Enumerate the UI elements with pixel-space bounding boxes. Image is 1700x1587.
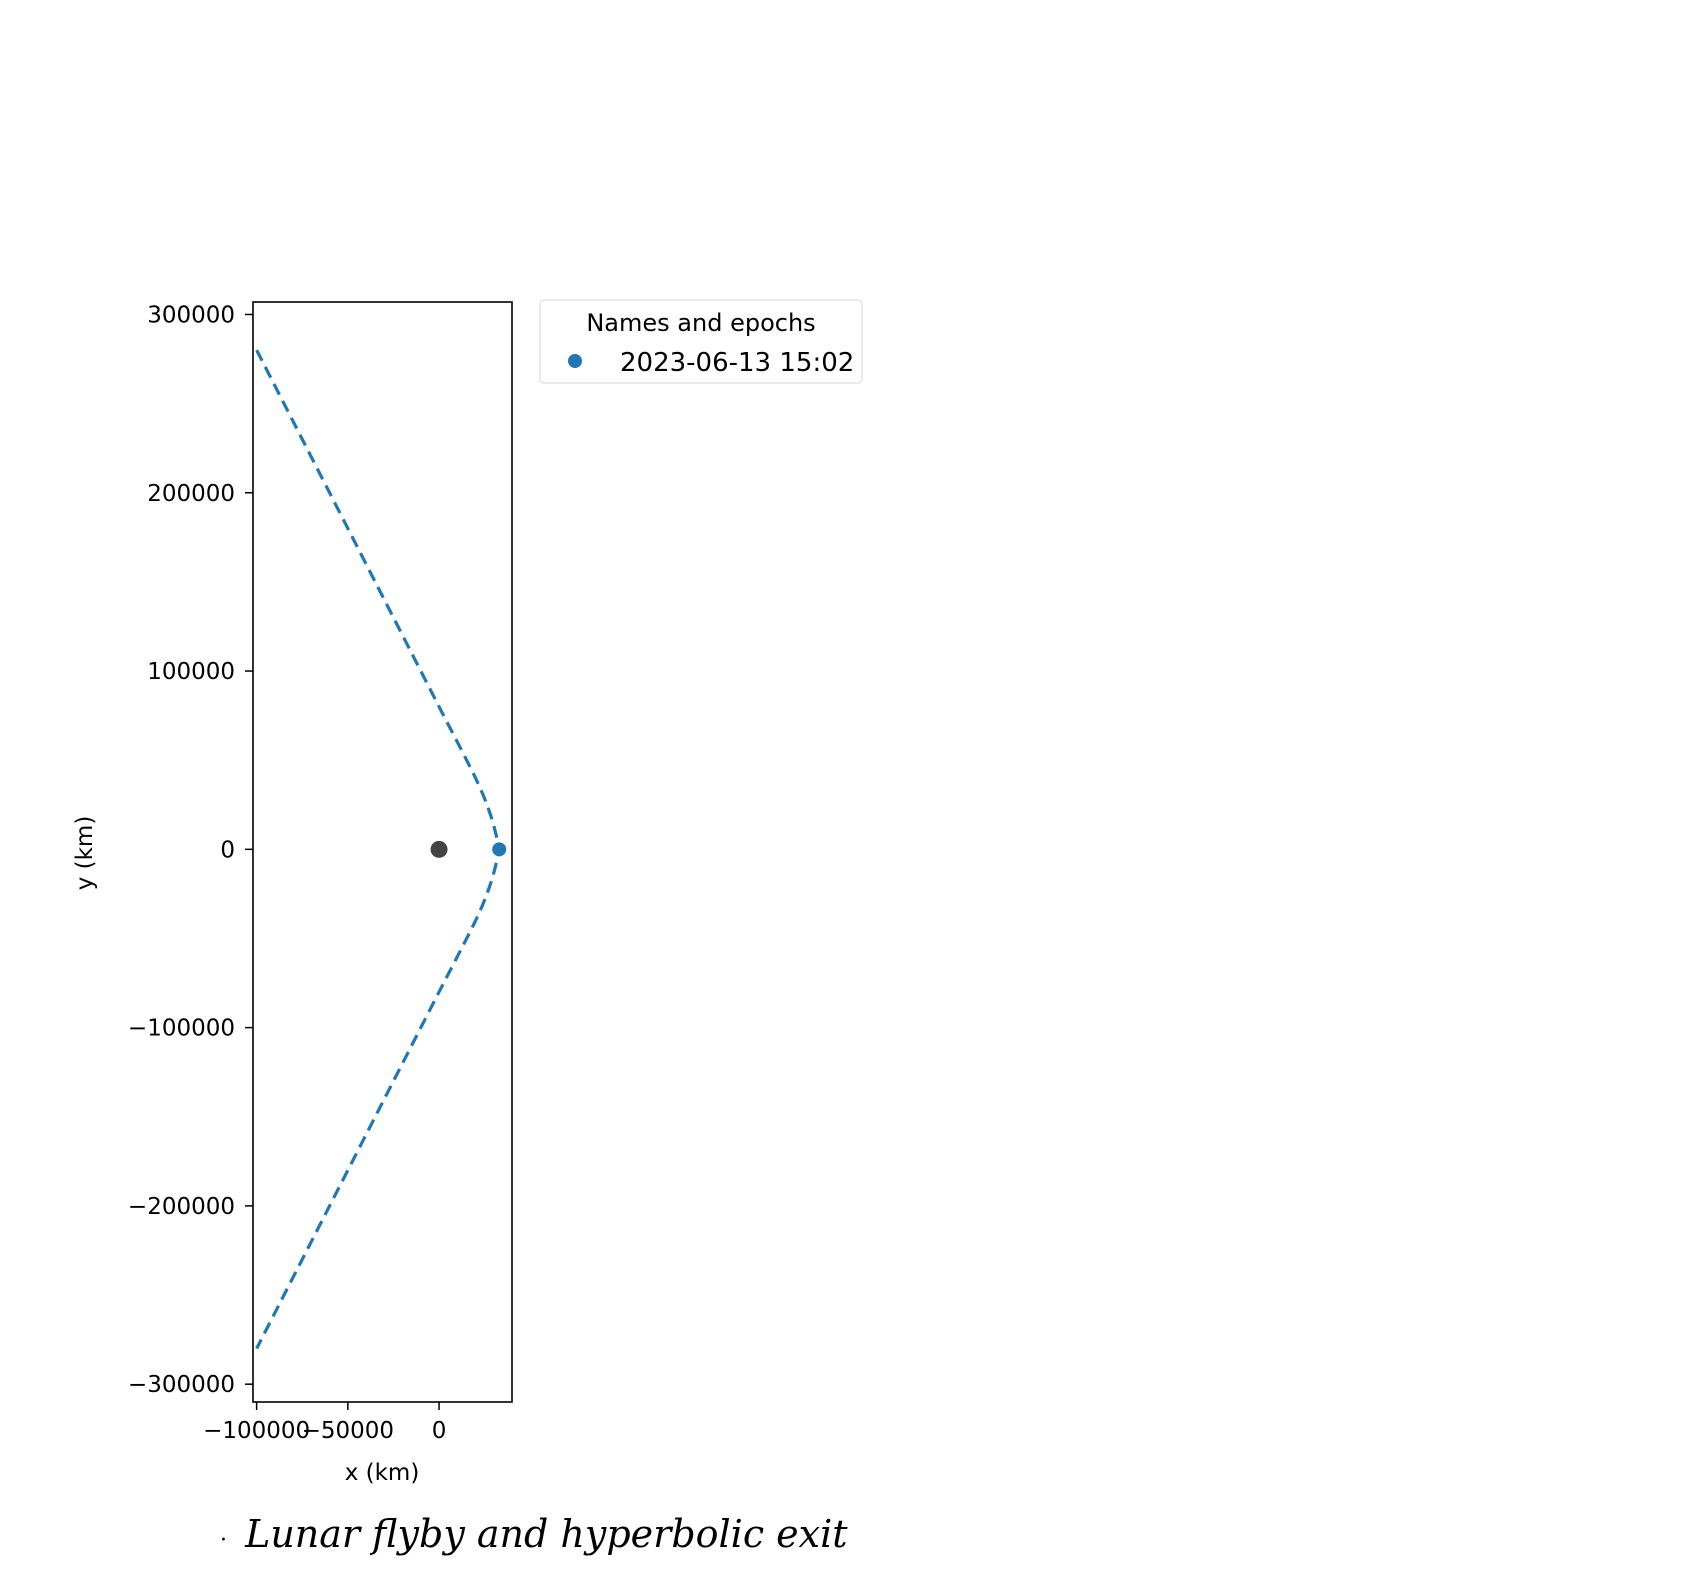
legend-marker [568,354,582,368]
x-tick-label: −50000 [302,1418,394,1444]
spacecraft-position-marker [492,842,507,857]
axes-frame [252,301,513,1403]
plot-area [252,301,513,1403]
legend-title: Names and epochs [586,309,815,337]
y-tick-label: 200000 [147,481,235,507]
figure-caption: · Lunar flyby and hyperbolic exit [220,1512,848,1556]
y-axis-label: y (km) [72,816,98,891]
x-axis-ticks: −100000−50000 0 [203,1402,446,1444]
legend-box [539,299,863,384]
legend-entry-label: 2023-06-13 15:02 [620,348,854,378]
x-axis-label: x (km) [345,1460,420,1486]
y-axis-ticks: 300000 200000 100000 0 −100000 −200000 −300000 [128,302,253,1398]
y-tick-label: −200000 [128,1194,235,1220]
markers [430,840,507,858]
y-tick-label: 100000 [147,659,235,685]
y-tick-label: 300000 [147,302,235,328]
x-tick-label: −100000 [203,1418,310,1444]
x-tick-label: 0 [432,1418,447,1444]
caption-prefix: · [220,1528,227,1553]
y-tick-label: −300000 [128,1372,235,1398]
central-body-marker [430,840,448,858]
caption-text: Lunar flyby and hyperbolic exit [244,1512,848,1556]
y-tick-label: −100000 [128,1016,235,1042]
y-tick-label: 0 [220,837,235,863]
legend: Names and epochs 2023-06-13 15:02 [539,299,863,384]
